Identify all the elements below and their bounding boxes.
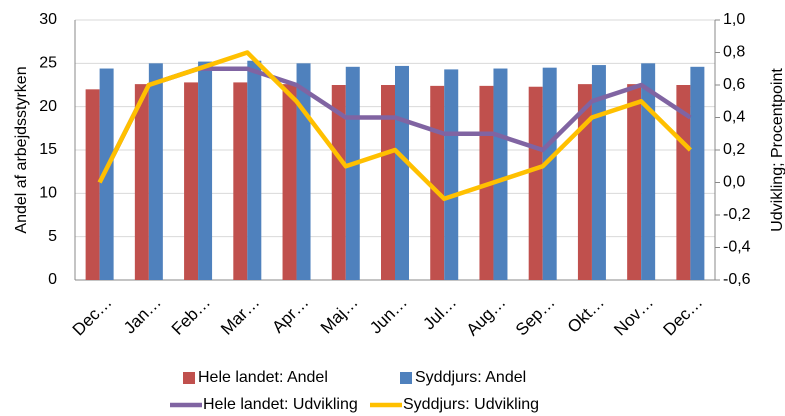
bar [676, 85, 691, 280]
x-tick-label: Maj… [317, 293, 362, 338]
y2-tick-label: -0,4 [723, 239, 751, 256]
x-tick-label: Jan… [120, 293, 165, 338]
y2-tick-label: -0,6 [723, 271, 751, 288]
y2-tick-label: 1,0 [723, 11, 745, 28]
bar [528, 86, 543, 280]
bar [134, 84, 149, 280]
line-series [97, 50, 692, 202]
bar [381, 85, 395, 280]
y2-axis-title: Udvikling; Procentpoint [769, 68, 785, 232]
x-tick-label: Okt… [564, 293, 608, 337]
bar [395, 65, 409, 280]
y-axis-title: Andel af arbejdsstyrken [13, 66, 30, 233]
bar [641, 63, 656, 281]
y2-tick-label: -0,2 [723, 206, 751, 223]
y-tick-label: 0 [48, 271, 57, 288]
bar [247, 60, 262, 280]
bar [198, 61, 213, 280]
y-tick-label: 5 [48, 228, 57, 245]
bar [99, 68, 114, 281]
x-tick-label: Jul… [419, 293, 460, 334]
legend-label: Hele landet: Andel [198, 369, 328, 386]
y2-tick-label: 0,8 [723, 44, 745, 61]
bar [184, 82, 199, 281]
x-tick-label: Aug… [463, 293, 510, 340]
x-tick-label: Feb… [168, 293, 214, 339]
x-tick-label: Jun… [366, 293, 411, 338]
bar [233, 82, 248, 281]
bar [148, 63, 163, 281]
bar [542, 67, 557, 281]
y-tick-label: 10 [39, 185, 57, 202]
bar [690, 66, 705, 280]
x-tick-label: Apr… [268, 293, 312, 337]
y2-tick-label: 0,4 [723, 109, 745, 126]
x-tick-label: Mar… [217, 293, 263, 339]
y2-tick-label: 0,6 [723, 76, 745, 93]
bar [493, 68, 508, 281]
y2-tick-label: 0,0 [723, 174, 745, 191]
y-tick-label: 25 [39, 55, 57, 72]
x-tick-label: Sep… [512, 293, 559, 340]
bar [577, 84, 592, 280]
x-tick-label: Nov… [610, 293, 657, 340]
bar [282, 84, 297, 280]
bar [444, 69, 459, 281]
bar [85, 89, 100, 280]
bar [591, 65, 606, 280]
bar [627, 84, 642, 280]
y-tick-label: 30 [39, 11, 57, 28]
bar [296, 63, 311, 281]
y2-tick-label: 0,2 [723, 141, 745, 158]
bar [345, 66, 360, 280]
bar [331, 85, 346, 280]
legend-label: Hele landet: Udvikling [203, 396, 358, 413]
y-tick-label: 20 [39, 98, 57, 115]
legend-label: Syddjurs: Udvikling [403, 396, 539, 413]
legend-swatch [400, 372, 412, 384]
y-tick-label: 15 [39, 141, 57, 158]
x-tick-label: Dec… [69, 293, 116, 340]
bar [430, 85, 445, 280]
legend-label: Syddjurs: Andel [415, 369, 526, 386]
legend-swatch [183, 372, 195, 384]
x-tick-label: Dec… [660, 293, 707, 340]
